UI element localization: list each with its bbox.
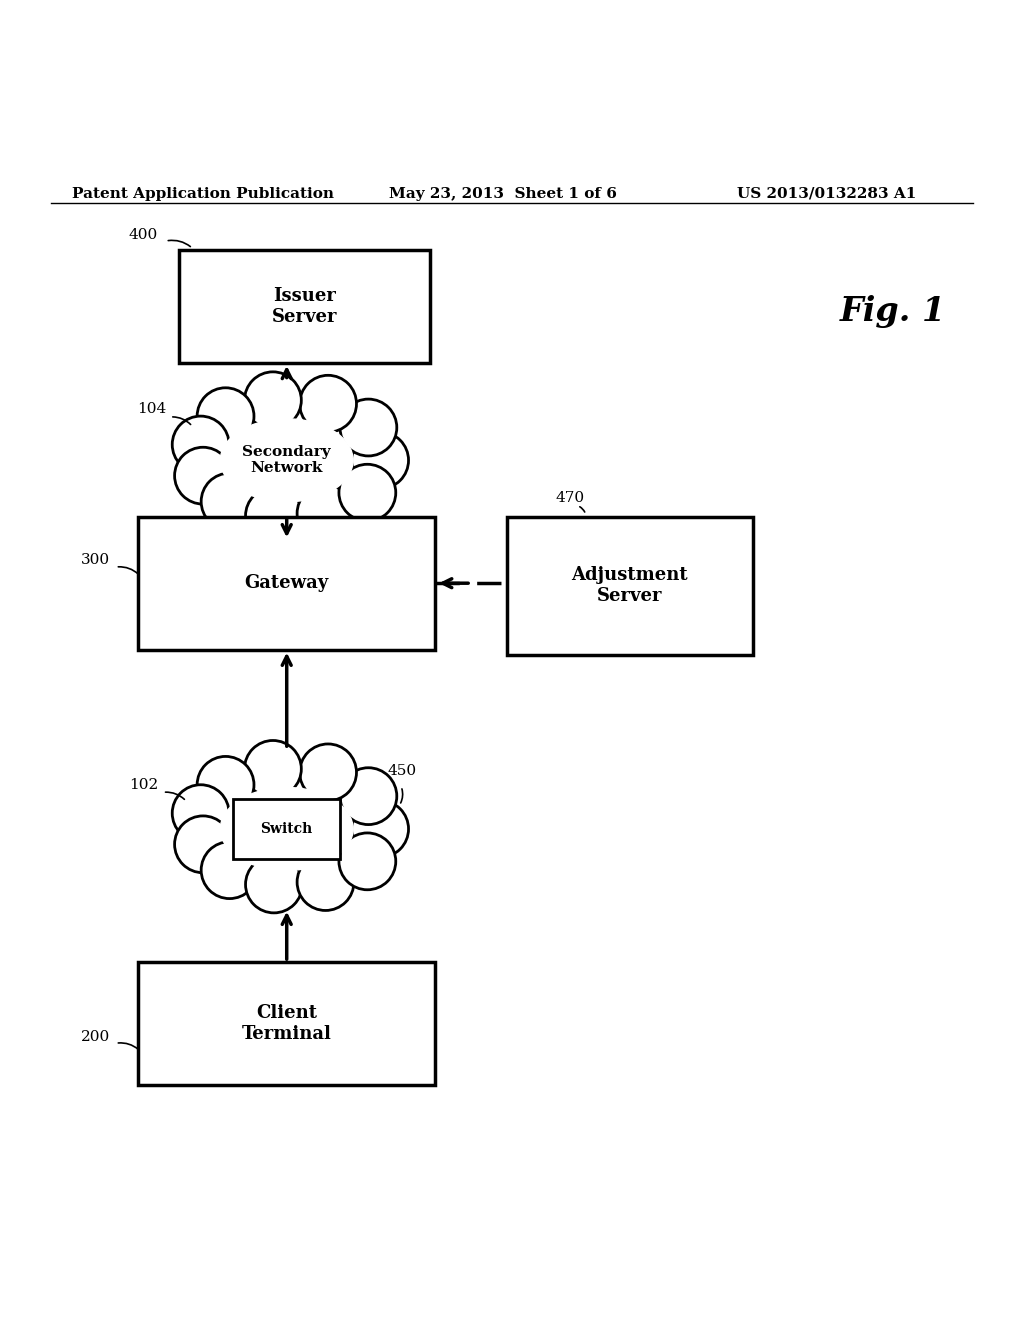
Circle shape xyxy=(297,484,354,541)
Circle shape xyxy=(339,465,395,521)
Bar xyxy=(138,962,435,1085)
Circle shape xyxy=(351,432,409,488)
Ellipse shape xyxy=(220,788,353,870)
Text: 300: 300 xyxy=(81,553,110,566)
Circle shape xyxy=(297,854,354,911)
Text: 200: 200 xyxy=(81,1030,110,1044)
Text: 104: 104 xyxy=(137,403,166,416)
Text: US 2013/0132283 A1: US 2013/0132283 A1 xyxy=(737,187,916,201)
Text: May 23, 2013  Sheet 1 of 6: May 23, 2013 Sheet 1 of 6 xyxy=(389,187,617,201)
Text: Switch: Switch xyxy=(260,822,313,836)
Text: Client
Terminal: Client Terminal xyxy=(242,1005,332,1043)
Circle shape xyxy=(340,399,397,455)
Circle shape xyxy=(172,785,229,842)
Text: 470: 470 xyxy=(556,491,585,506)
Text: Issuer
Server: Issuer Server xyxy=(272,288,337,326)
Text: Patent Application Publication: Patent Application Publication xyxy=(72,187,334,201)
Text: 102: 102 xyxy=(129,777,158,792)
Circle shape xyxy=(300,375,356,432)
Text: Gateway: Gateway xyxy=(245,574,329,593)
Circle shape xyxy=(300,744,356,801)
Circle shape xyxy=(245,741,301,797)
Bar xyxy=(233,800,340,858)
Circle shape xyxy=(175,447,231,504)
Bar xyxy=(138,516,435,649)
Circle shape xyxy=(339,833,395,890)
Ellipse shape xyxy=(220,418,353,502)
Circle shape xyxy=(245,372,301,429)
Circle shape xyxy=(246,857,302,913)
Text: Secondary
Network: Secondary Network xyxy=(243,445,331,475)
Text: 400: 400 xyxy=(129,228,158,242)
Circle shape xyxy=(175,816,231,873)
Circle shape xyxy=(198,388,254,445)
Circle shape xyxy=(246,487,302,544)
Circle shape xyxy=(340,768,397,825)
Text: 450: 450 xyxy=(388,763,417,777)
Bar xyxy=(179,251,430,363)
Circle shape xyxy=(198,756,254,813)
Bar xyxy=(507,516,753,655)
Circle shape xyxy=(351,800,409,858)
Text: Adjustment
Server: Adjustment Server xyxy=(571,566,688,605)
Circle shape xyxy=(201,842,258,899)
Circle shape xyxy=(172,416,229,473)
Circle shape xyxy=(201,473,258,529)
Text: Fig. 1: Fig. 1 xyxy=(840,296,946,329)
